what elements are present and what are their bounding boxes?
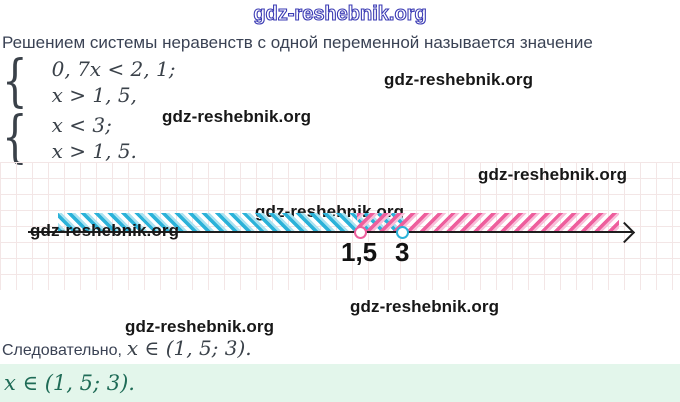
system-rows: 0, 7x < 2, 1; x > 1, 5, (52, 56, 176, 108)
answer-formula: x ∈ (1, 5; 3). (4, 371, 135, 395)
watermark-outline: gdz-reshebnik.org (253, 2, 427, 25)
watermark: gdz-reshebnik.org (478, 165, 628, 184)
point-label-3: 3 (395, 237, 410, 267)
intro-text: Решением системы неравенств с одной пере… (2, 33, 593, 52)
conclusion-prefix: Следовательно, (2, 342, 122, 359)
system-brace: { (2, 49, 28, 114)
open-point-1-5 (354, 226, 367, 239)
inequality-row: x > 1, 5. (51, 139, 137, 163)
watermark: gdz-reshebnik.org (350, 297, 500, 316)
inequality-row: 0, 7x < 2, 1; (51, 57, 176, 81)
blue-hatch-region-x-less-3 (58, 213, 404, 231)
inequality-row: x < 3; (51, 113, 112, 137)
answer-bar: x ∈ (1, 5; 3). (0, 364, 680, 402)
system-rows: x < 3; x > 1, 5. (52, 112, 137, 164)
conclusion-line: Следовательно, x ∈ (1, 5; 3). (2, 336, 252, 360)
system-brace: { (2, 105, 28, 170)
watermark: gdz-reshebnik.org (162, 107, 312, 126)
pink-hatch-region-x-greater-1-5 (357, 213, 619, 231)
number-line-axis (28, 231, 632, 233)
watermark: gdz-reshebnik.org (384, 70, 534, 89)
conclusion-formula: x ∈ (1, 5; 3). (126, 336, 252, 360)
inequality-system-2: { x < 3; x > 1, 5. (2, 105, 137, 170)
inequality-system-1: { 0, 7x < 2, 1; x > 1, 5, (2, 49, 176, 114)
watermark: gdz-reshebnik.org (125, 317, 275, 336)
watermark: gdz-reshebnik.org (30, 221, 180, 240)
inequality-row: x > 1, 5, (51, 83, 137, 107)
point-label-1-5: 1,5 (341, 237, 378, 267)
open-point-3 (396, 226, 409, 239)
